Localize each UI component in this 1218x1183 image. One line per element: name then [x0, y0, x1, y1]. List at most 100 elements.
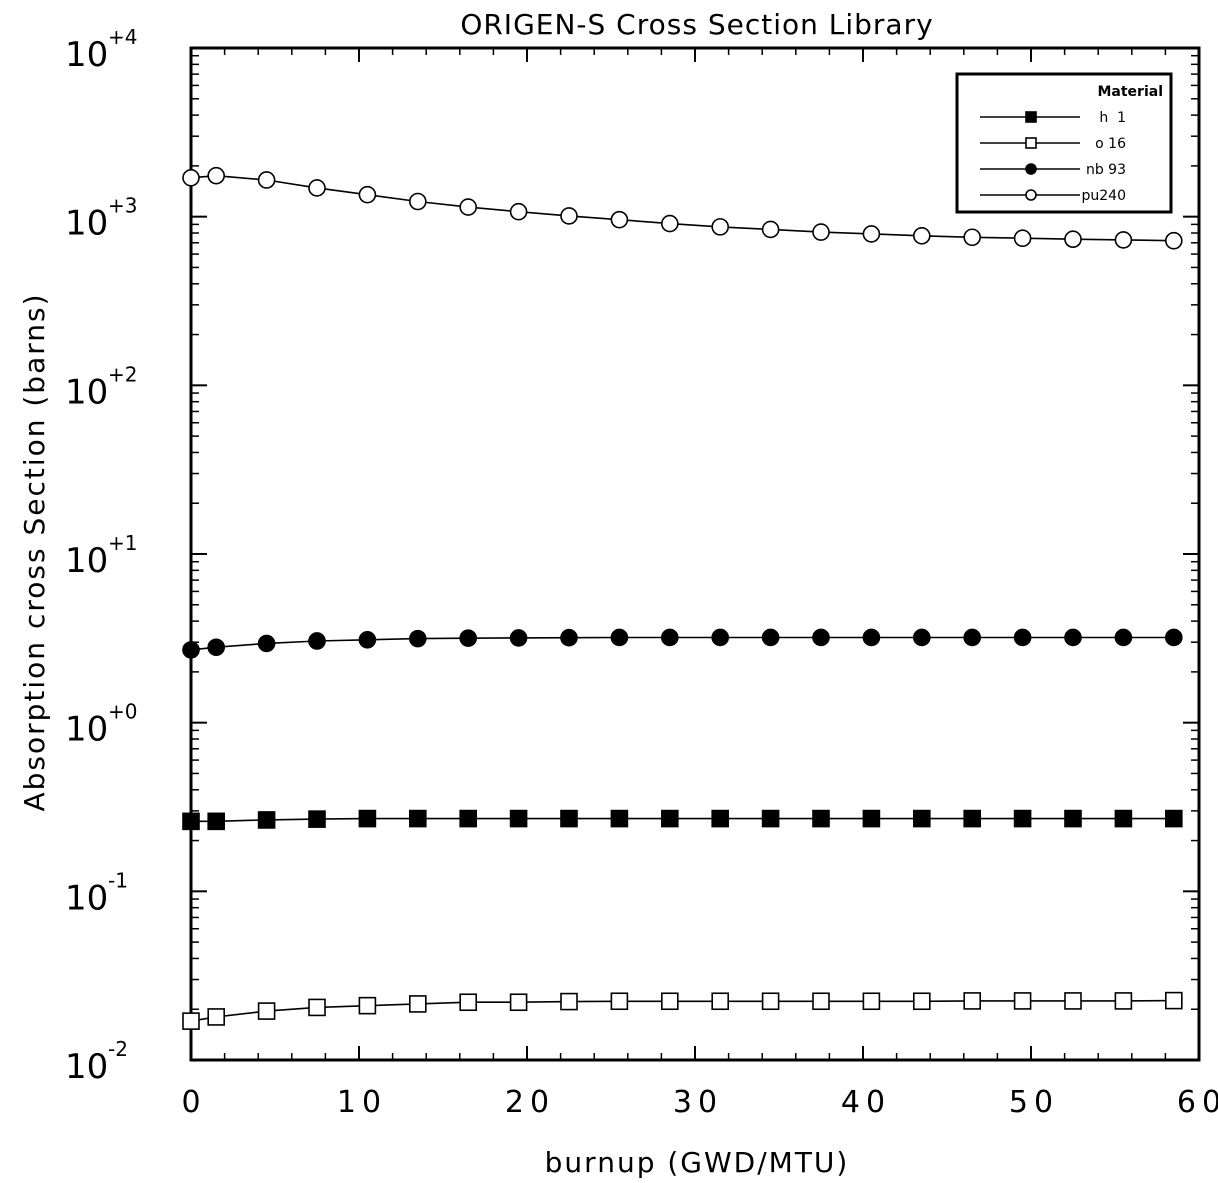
- data-point: [660, 628, 679, 647]
- series-h-1: [182, 809, 1183, 831]
- x-tick-label: 30: [673, 1085, 723, 1120]
- data-point: [912, 809, 931, 828]
- series-pu240: [182, 166, 1183, 250]
- data-point: [963, 228, 982, 247]
- data-point: [257, 811, 276, 829]
- data-point: [1165, 628, 1183, 647]
- data-point: [761, 992, 780, 1011]
- data-point: [912, 992, 931, 1011]
- y-tick-label: 10 -2: [65, 1037, 128, 1087]
- data-point: [358, 996, 377, 1015]
- data-point: [1064, 992, 1082, 1010]
- data-point: [459, 993, 478, 1012]
- data-point: [610, 210, 629, 229]
- y-tick-exponent: +2: [108, 362, 137, 386]
- data-point: [711, 992, 730, 1011]
- data-point: [1165, 809, 1183, 828]
- data-point: [509, 629, 528, 647]
- y-tick-label: 10 +2: [65, 362, 137, 412]
- data-point: [1114, 231, 1133, 249]
- y-tick-label: 10 +4: [65, 25, 137, 75]
- y-axis-label: Absorption cross Section (barns): [18, 292, 51, 811]
- y-tick-label: 10 -1: [65, 868, 128, 918]
- legend-item: pu240: [980, 188, 1126, 204]
- data-point: [182, 641, 200, 659]
- data-point: [610, 628, 629, 647]
- y-tick-base: 10: [65, 878, 108, 918]
- data-point: [1114, 628, 1133, 647]
- data-point: [509, 202, 528, 221]
- data-point: [408, 192, 427, 211]
- x-tick-label: 50: [1009, 1085, 1059, 1120]
- data-point: [1114, 809, 1133, 828]
- data-point: [560, 628, 578, 647]
- x-axis-label: burnup (GWD/MTU): [545, 1146, 850, 1179]
- legend-item: o 16: [980, 136, 1126, 152]
- data-point: [257, 634, 276, 653]
- data-point: [1025, 189, 1037, 201]
- y-tick-label: 10 +0: [65, 700, 137, 750]
- y-tick-exponent: -1: [108, 868, 128, 892]
- data-point: [963, 992, 982, 1010]
- y-tick-exponent: +0: [108, 700, 137, 724]
- data-point: [1013, 809, 1032, 828]
- y-tick-label: 10 +1: [65, 531, 137, 581]
- legend-item: h 1: [980, 110, 1126, 126]
- data-point: [560, 992, 578, 1011]
- legend-items: h 1 o 16 nb 93 pu240: [980, 110, 1126, 204]
- data-point: [711, 809, 730, 828]
- data-point: [257, 171, 276, 189]
- data-point: [560, 809, 578, 828]
- data-point: [610, 809, 629, 828]
- legend-label: o 16: [1095, 136, 1126, 152]
- data-point: [963, 809, 982, 828]
- data-point: [660, 214, 679, 233]
- legend-label: pu240: [1082, 188, 1126, 204]
- data-point: [308, 810, 326, 828]
- data-point: [408, 995, 427, 1013]
- x-tick-label: 0: [181, 1085, 206, 1120]
- y-tick-base: 10: [65, 204, 108, 244]
- y-tick-exponent: +4: [108, 25, 137, 49]
- data-point: [182, 168, 200, 187]
- data-point: [459, 198, 478, 216]
- data-point: [610, 992, 629, 1011]
- chart-title: ORIGEN-S Cross Section Library: [460, 8, 933, 41]
- data-point: [408, 809, 427, 828]
- data-point: [358, 185, 377, 204]
- data-point: [459, 629, 478, 647]
- x-tick-label: 10: [337, 1085, 387, 1120]
- data-point: [509, 993, 528, 1012]
- data-point: [912, 628, 931, 647]
- data-point: [358, 809, 377, 828]
- x-tick-label: 20: [505, 1085, 555, 1120]
- data-point: [812, 809, 830, 828]
- data-point: [1165, 231, 1183, 250]
- data-point: [862, 628, 881, 647]
- y-tick-base: 10: [65, 372, 108, 412]
- y-tick-base: 10: [65, 541, 108, 581]
- data-point: [812, 628, 830, 647]
- data-point: [812, 223, 830, 241]
- data-point: [207, 1008, 225, 1026]
- data-point: [308, 632, 326, 650]
- data-point: [207, 166, 225, 185]
- x-tick-labels: 0 10 20 30 40 50 60: [181, 1085, 1218, 1120]
- y-tick-exponent: +3: [108, 194, 137, 218]
- data-point: [1013, 229, 1032, 248]
- legend-label: nb 93: [1086, 162, 1126, 178]
- data-point: [182, 812, 200, 831]
- legend-title: Material: [1097, 84, 1163, 100]
- y-tick-labels: 10-210-110+010+110+210+310+4: [65, 25, 137, 1087]
- data-point: [761, 628, 780, 647]
- data-point: [308, 998, 326, 1017]
- data-point: [1025, 137, 1037, 149]
- data-point: [1025, 111, 1037, 123]
- data-point: [1013, 628, 1032, 647]
- data-point: [1025, 163, 1037, 175]
- data-point: [862, 992, 881, 1011]
- data-point: [660, 992, 679, 1011]
- legend: Material h 1 o 16 nb 93 pu240: [955, 72, 1173, 214]
- data-point: [711, 628, 730, 647]
